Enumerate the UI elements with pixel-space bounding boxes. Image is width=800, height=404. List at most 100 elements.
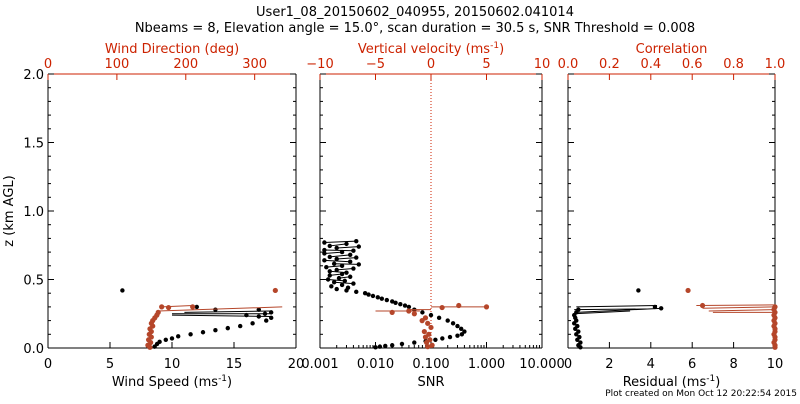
x-tick-label: 2 <box>605 357 613 372</box>
data-point <box>455 323 460 329</box>
data-point <box>194 304 199 310</box>
series-line <box>574 308 647 311</box>
x-tick-label: 4 <box>647 357 655 372</box>
data-point <box>412 340 417 345</box>
data-point <box>262 311 268 316</box>
data-point <box>390 343 395 348</box>
data-point <box>574 332 579 337</box>
panel-3: 0 2 4 6 8 10 Residual (ms-1) 0.0 0.2 0.4 0.6 0.8 1.0… <box>558 42 786 390</box>
data-point <box>331 261 337 266</box>
series-line <box>324 249 354 252</box>
y-tick-label: 1.0 <box>23 205 44 220</box>
data-point <box>652 304 658 310</box>
data-point <box>459 332 465 337</box>
data-point <box>342 278 348 284</box>
data-point <box>406 308 412 314</box>
data-point <box>366 292 371 297</box>
top-tick-label: 300 <box>242 57 267 72</box>
series-line <box>336 246 359 249</box>
x-tick-label: 6 <box>688 357 696 372</box>
data-point <box>339 271 345 277</box>
data-point <box>165 304 172 311</box>
y-tick-label: 2.0 <box>23 68 44 83</box>
x-tick-label: 8 <box>729 357 737 372</box>
data-point <box>169 336 175 341</box>
data-point <box>383 343 388 349</box>
data-point <box>425 320 431 326</box>
data-point <box>347 252 353 258</box>
data-point <box>389 309 395 315</box>
top-tick-label: −5 <box>366 57 385 72</box>
data-point <box>334 256 339 262</box>
data-point <box>344 241 349 247</box>
data-point <box>421 328 427 335</box>
y-tick-label: 0.0 <box>23 342 44 357</box>
data-point <box>483 304 490 310</box>
x-tick-label: 10.000 <box>519 357 565 372</box>
data-point <box>327 243 332 249</box>
series-line <box>171 314 272 317</box>
data-point <box>327 273 332 278</box>
series-1 <box>120 288 274 349</box>
data-point <box>200 330 206 335</box>
series-2 <box>145 287 283 350</box>
data-point <box>428 324 434 331</box>
x-tick-label: 0 <box>44 357 52 372</box>
series-1 <box>572 288 664 350</box>
data-point <box>347 274 353 279</box>
y-axis-label: z (km AGL) <box>2 175 17 246</box>
data-point <box>322 251 327 256</box>
data-point <box>402 303 408 308</box>
series-2 <box>375 302 490 350</box>
data-point <box>238 323 243 329</box>
data-point <box>190 304 196 310</box>
data-point <box>325 277 331 282</box>
data-point <box>213 307 218 312</box>
data-point <box>772 344 778 350</box>
figure-subtitle: Nbeams = 8, Elevation angle = 15.0°, sca… <box>135 21 695 36</box>
data-point <box>334 267 339 273</box>
data-point <box>354 289 359 295</box>
data-point <box>370 293 376 299</box>
series-line <box>158 306 283 312</box>
data-point <box>347 259 353 264</box>
data-point <box>685 287 691 294</box>
data-point <box>572 321 577 326</box>
data-point <box>339 249 345 255</box>
data-point <box>322 258 327 263</box>
top-tick-label: 0.0 <box>558 57 579 72</box>
series-line <box>576 305 658 308</box>
data-point <box>322 240 327 245</box>
data-point <box>450 321 456 326</box>
x-tick-label: 0 <box>564 357 572 372</box>
data-point <box>377 344 383 349</box>
data-point <box>331 280 337 285</box>
x-tick-label: 0.010 <box>357 357 394 372</box>
x-tick-label: 10 <box>767 357 784 372</box>
series-line <box>329 254 351 258</box>
data-point <box>272 287 278 294</box>
series-line <box>329 243 347 247</box>
data-point <box>339 263 345 268</box>
series-line <box>324 251 343 254</box>
data-point <box>322 247 327 253</box>
data-point <box>176 334 181 339</box>
data-point <box>356 262 361 267</box>
data-point <box>436 315 442 321</box>
data-point <box>351 266 356 271</box>
series-line <box>708 309 776 312</box>
data-point <box>256 314 261 319</box>
top-tick-label: 200 <box>173 57 198 72</box>
data-point <box>699 302 706 309</box>
series-1 <box>322 238 467 350</box>
data-point <box>423 339 430 346</box>
top-axis-label: Wind Direction (deg) <box>105 42 239 57</box>
data-point <box>344 270 349 275</box>
data-point <box>379 296 385 301</box>
series-line <box>576 307 664 313</box>
data-point <box>440 336 445 341</box>
x-tick-label: 1.000 <box>468 357 505 372</box>
data-point <box>578 345 583 350</box>
